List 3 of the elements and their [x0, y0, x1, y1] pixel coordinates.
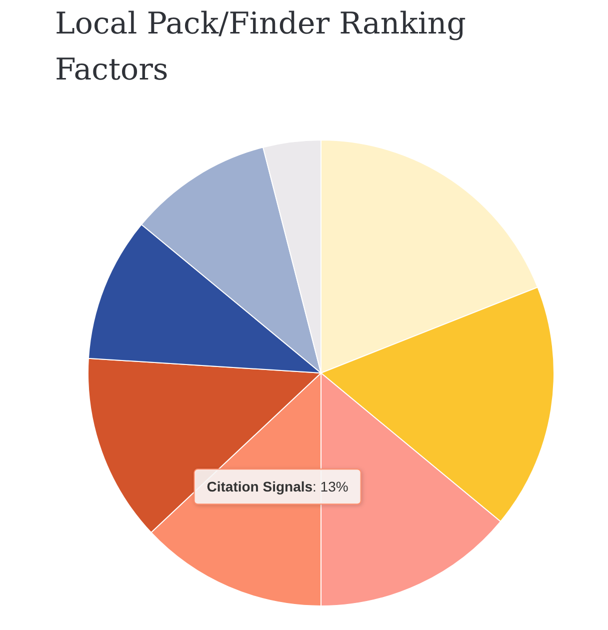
chart-title: Local Pack/Finder Ranking Factors	[55, 6, 476, 88]
data-label: : 13%	[312, 478, 348, 495]
slice-label: Citation Signals	[206, 478, 313, 495]
